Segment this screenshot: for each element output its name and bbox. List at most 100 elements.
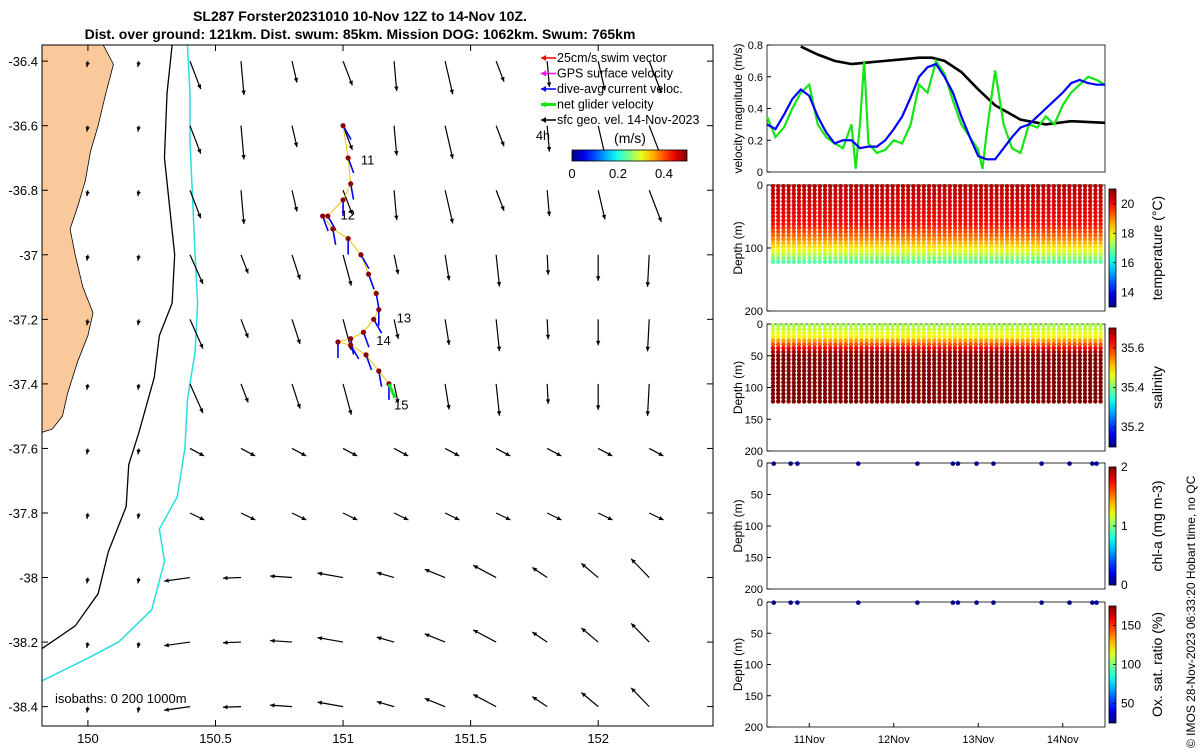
- salinity-sample: [1010, 372, 1015, 377]
- temperature-sample: [828, 206, 833, 212]
- salinity-sample: [1004, 330, 1010, 336]
- temperature-sample: [1072, 259, 1077, 265]
- temperature-sample: [1072, 225, 1077, 231]
- temperature-sample: [817, 195, 822, 200]
- salinity-sample: [791, 395, 796, 400]
- temperature-colorbar-bar: [1108, 188, 1117, 308]
- temperature-sample: [999, 255, 1004, 261]
- map-xtick-label: 151.5: [454, 731, 487, 746]
- salinity-sample: [1036, 345, 1041, 351]
- salinity-sample: [1098, 326, 1103, 332]
- temperature-sample: [932, 252, 937, 257]
- geo-velocity-arrow: [444, 190, 454, 224]
- salinity-sample: [1056, 323, 1062, 328]
- geo-velocity-arrowhead: [352, 516, 358, 520]
- salinity-sample: [848, 387, 854, 393]
- salinity-sample: [1051, 338, 1057, 343]
- oxsat-ytick-label: 100: [745, 660, 763, 672]
- salinity-sample: [952, 380, 958, 385]
- salinity-sample: [880, 364, 885, 370]
- salinity-sample: [1082, 384, 1088, 389]
- temperature-sample: [932, 210, 937, 215]
- salinity-sample: [978, 330, 984, 336]
- temperature-sample: [890, 202, 895, 208]
- temperature-sample: [999, 210, 1004, 215]
- temperature-sample: [843, 233, 848, 238]
- track-day-label: 15: [394, 398, 408, 413]
- temperature-sample: [968, 191, 973, 197]
- salinity-sample: [1004, 399, 1010, 404]
- salinity-sample: [937, 349, 942, 355]
- temperature-sample: [994, 221, 999, 227]
- salinity-sample: [859, 399, 864, 404]
- temperature-sample: [843, 221, 848, 227]
- temperature-sample: [1077, 199, 1083, 204]
- temperature-sample: [1015, 252, 1020, 257]
- temperature-sample: [978, 259, 984, 265]
- dive-avg-current-arrow: [375, 293, 380, 310]
- salinity-sample: [812, 399, 817, 404]
- salinity-sample: [1077, 353, 1083, 358]
- temperature-sample: [911, 191, 916, 197]
- temperature-sample: [874, 187, 880, 193]
- salinity-sample: [994, 364, 999, 370]
- temperature-sample: [968, 221, 973, 227]
- salinity-sample: [1025, 334, 1031, 339]
- temperature-sample: [802, 206, 807, 212]
- salinity-sample: [1036, 380, 1041, 385]
- temperature-sample: [1098, 195, 1103, 200]
- temperature-sample: [859, 210, 864, 215]
- temperature-sample: [958, 191, 963, 197]
- salinity-sample: [942, 330, 947, 336]
- temperature-sample: [984, 244, 989, 249]
- salinity-sample: [1010, 334, 1015, 339]
- temperature-sample: [880, 244, 885, 249]
- temperature-sample: [1072, 214, 1077, 219]
- salinity-sample: [1030, 384, 1036, 389]
- temperature-sample: [984, 233, 989, 238]
- salinity-sample: [1020, 368, 1025, 374]
- salinity-sample: [984, 342, 989, 347]
- salinity-sample: [1010, 380, 1015, 385]
- temperature-sample: [885, 202, 890, 208]
- salinity-sample: [911, 338, 916, 343]
- temperature-sample: [900, 221, 906, 227]
- temperature-sample: [895, 233, 900, 238]
- salinity-sample: [828, 384, 833, 389]
- salinity-sample: [776, 384, 781, 389]
- salinity-sample: [822, 353, 828, 358]
- salinity-sample: [880, 334, 885, 339]
- salinity-sample: [911, 364, 916, 370]
- salinity-sample: [1056, 368, 1062, 374]
- temperature-sample: [926, 202, 932, 208]
- temperature-sample: [952, 244, 958, 249]
- salinity-sample: [968, 345, 973, 351]
- salinity-sample: [994, 399, 999, 404]
- temperature-sample: [916, 195, 921, 200]
- temperature-sample: [880, 184, 885, 189]
- salinity-sample: [937, 342, 942, 347]
- salinity-sample: [963, 368, 968, 374]
- salinity-sample: [864, 353, 869, 358]
- salinity-sample: [1004, 338, 1010, 343]
- temperature-sample: [989, 252, 994, 257]
- salinity-sample: [874, 349, 880, 355]
- temperature-sample: [1010, 255, 1015, 261]
- salinity-sample: [1098, 364, 1103, 370]
- colorbar-tick-label: 0: [568, 166, 575, 181]
- temperature-sample: [937, 233, 942, 238]
- temperature-sample: [822, 236, 828, 242]
- oxsat-sample: [991, 600, 996, 605]
- salinity-sample: [791, 364, 796, 370]
- temperature-sample: [911, 214, 916, 219]
- temperature-sample: [1088, 210, 1093, 215]
- temperature-sample: [776, 248, 781, 253]
- temperature-sample: [1082, 191, 1088, 197]
- temperature-sample: [1067, 184, 1072, 189]
- temperature-sample: [1056, 191, 1062, 197]
- temperature-sample: [916, 255, 921, 261]
- temperature-sample: [864, 252, 869, 257]
- temperature-sample: [1077, 221, 1083, 227]
- temperature-sample: [947, 225, 952, 231]
- chla-sample: [1067, 461, 1072, 466]
